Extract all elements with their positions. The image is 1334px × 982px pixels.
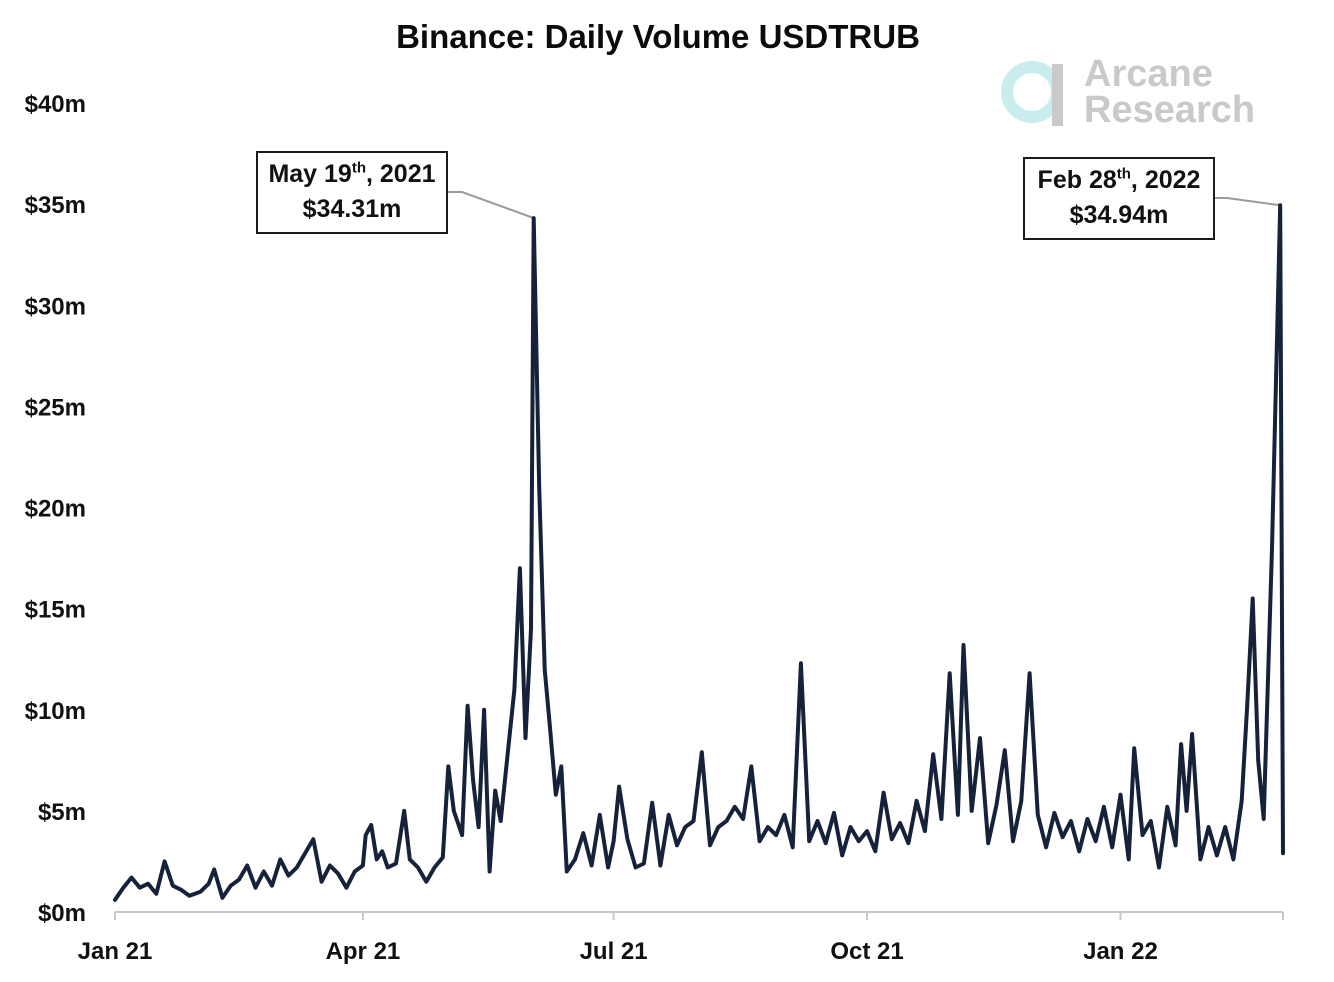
watermark-line-2: Research xyxy=(1084,89,1256,131)
callout-date: Feb 28th, 2022 xyxy=(1037,165,1201,194)
callout-date: May 19th, 2021 xyxy=(268,159,436,188)
y-tick-label: $0m xyxy=(38,900,86,927)
x-tick-label: Oct 21 xyxy=(830,938,903,965)
y-tick-label: $20m xyxy=(25,496,86,523)
series-line xyxy=(113,203,1285,902)
y-tick-label: $15m xyxy=(25,597,86,624)
y-tick-label: $40m xyxy=(25,91,86,118)
x-axis: Jan 21 Apr 21 Jul 21 Oct 21 Jan 22 xyxy=(78,911,1284,965)
chart-title: Binance: Daily Volume USDTRUB xyxy=(396,18,920,55)
y-tick-label: $30m xyxy=(25,293,86,320)
arcane-research-logo: Arcane Research xyxy=(1000,53,1270,136)
callout-value: $34.31m xyxy=(302,195,402,223)
watermark-line-1: Arcane xyxy=(1084,53,1213,95)
callout-may-2021: May 19th, 2021 $34.31m xyxy=(256,151,448,234)
callout-leader-line xyxy=(1215,197,1281,207)
x-tick-label: Jul 21 xyxy=(580,938,648,965)
y-tick-label: $5m xyxy=(38,799,86,826)
callout-leader-line xyxy=(448,191,535,220)
x-tick-label: Jan 21 xyxy=(78,938,153,965)
callout-feb-2022: Feb 28th, 2022 $34.94m xyxy=(1023,157,1215,240)
x-tick-label: Jan 22 xyxy=(1083,938,1158,965)
callout-leaders xyxy=(448,191,1281,220)
series-group xyxy=(113,203,1285,902)
arcane-logo-icon xyxy=(1001,61,1063,126)
y-tick-label: $25m xyxy=(25,394,86,421)
callout-value: $34.94m xyxy=(1069,201,1169,229)
x-tick-label: Apr 21 xyxy=(326,938,401,965)
y-tick-label: $35m xyxy=(25,192,86,219)
y-tick-label: $10m xyxy=(25,698,86,725)
watermark-text: Arcane Research xyxy=(1084,53,1256,131)
y-axis: $0m $5m $10m $15m $20m $25m $30m $35m $40m xyxy=(25,91,86,927)
